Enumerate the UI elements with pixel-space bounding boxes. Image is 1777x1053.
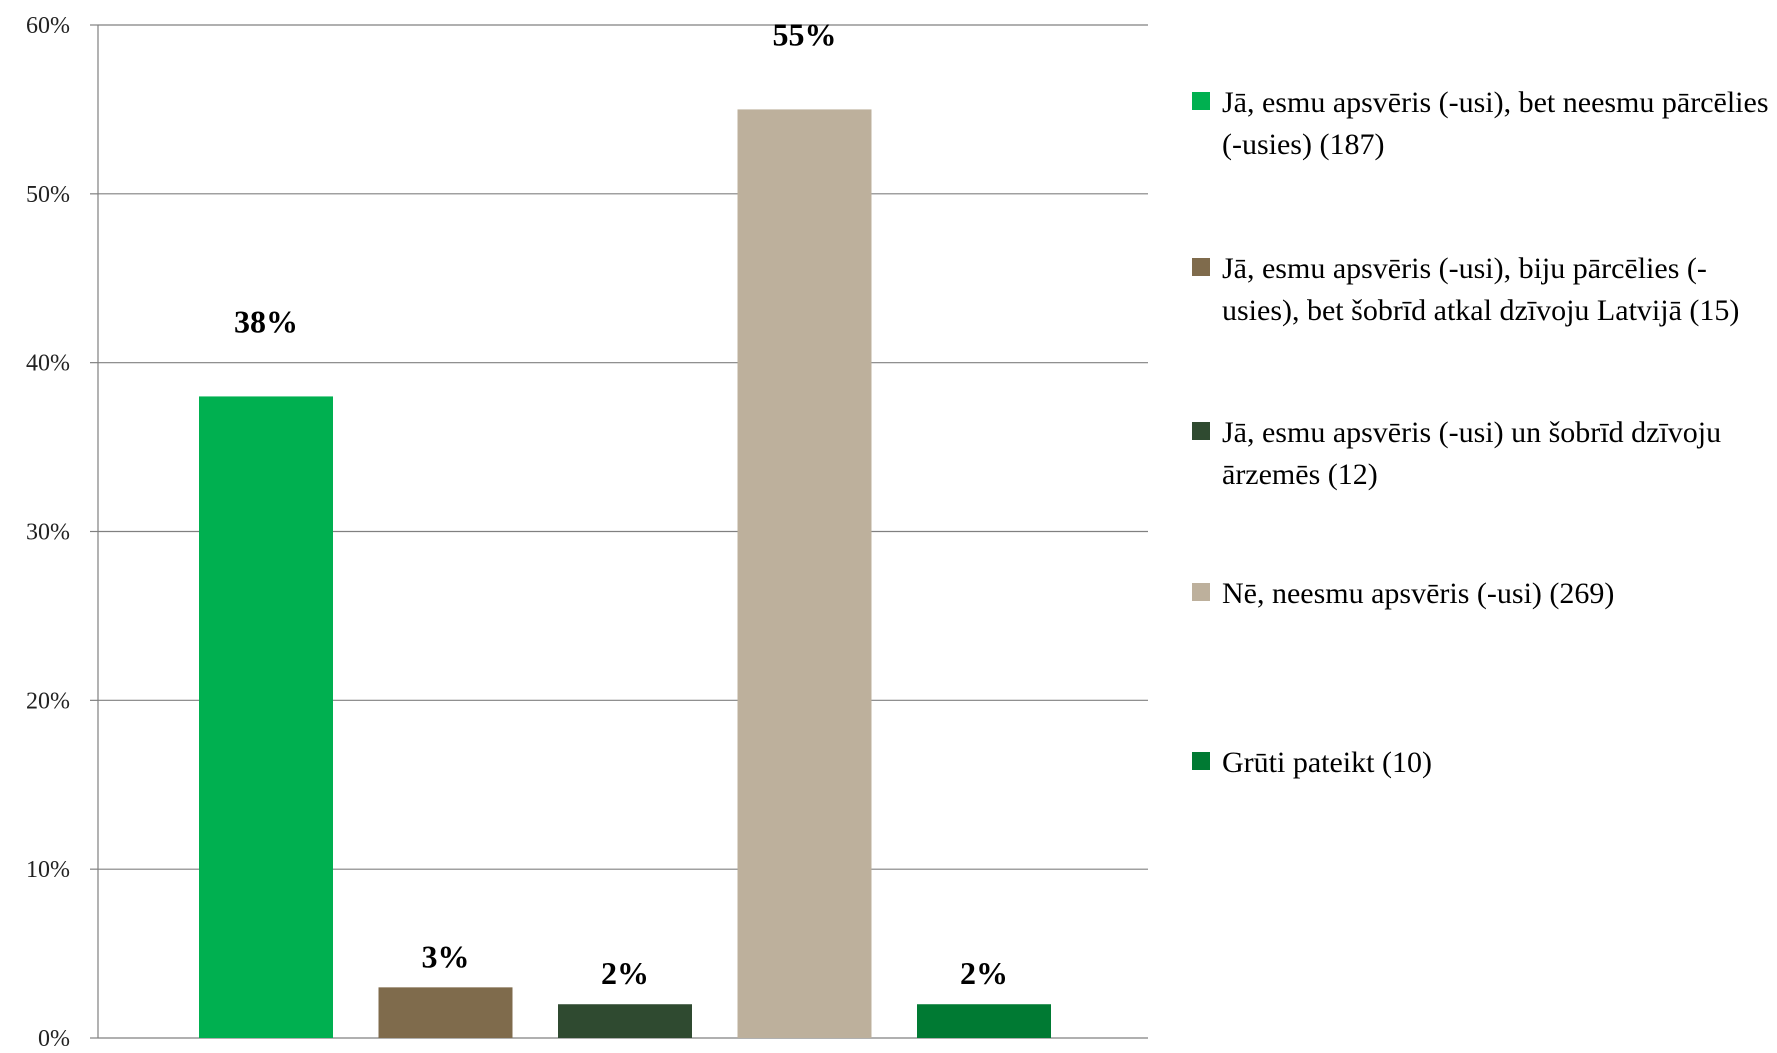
legend-label: Nē, neesmu apsvēris (-usi) (269) — [1222, 577, 1615, 610]
bars — [199, 109, 1051, 1038]
y-tick-label: 50% — [26, 182, 70, 208]
legend-swatch — [1192, 583, 1210, 601]
y-tick-label: 40% — [26, 351, 70, 377]
data-label: 2% — [601, 955, 649, 991]
data-labels: 38% 3% 2% 55% 2% — [234, 16, 1008, 991]
legend-item: Jā, esmu apsvēris (-usi) un šobrīd dzīvo… — [1192, 412, 1777, 496]
bar — [558, 1004, 692, 1038]
bar — [199, 396, 333, 1038]
legend-swatch — [1192, 422, 1210, 440]
data-label: 38% — [234, 303, 298, 339]
bar — [378, 987, 513, 1038]
legend-label: Jā, esmu apsvēris (-usi) un šobrīd dzīvo… — [1222, 416, 1722, 491]
y-tick-label: 60% — [26, 13, 70, 39]
y-tick-label: 10% — [26, 857, 70, 883]
legend-swatch — [1192, 92, 1210, 110]
legend-item: Jā, esmu apsvēris (-usi), biju pārcēlies… — [1192, 248, 1777, 332]
y-tick-label: 0% — [38, 1026, 70, 1052]
y-axis-ticks: 0% 10% 20% 30% 40% 50% 60% — [26, 13, 70, 1052]
y-tick-label: 20% — [26, 688, 70, 714]
bar — [917, 1004, 1051, 1038]
legend-item: Jā, esmu apsvēris (-usi), bet neesmu pār… — [1192, 82, 1777, 166]
y-tick-label: 30% — [26, 520, 70, 546]
legend: Jā, esmu apsvēris (-usi), bet neesmu pār… — [1192, 0, 1772, 1053]
legend-label: Jā, esmu apsvēris (-usi), biju pārcēlies… — [1222, 252, 1740, 327]
data-label: 2% — [960, 955, 1008, 991]
legend-swatch — [1192, 752, 1210, 770]
legend-swatch — [1192, 258, 1210, 276]
bar-chart: 0% 10% 20% 30% 40% 50% 60% 38% 3% 2% 55% 2% — [26, 13, 1148, 1052]
legend-item: Grūti pateikt (10) — [1192, 742, 1777, 784]
data-label: 55% — [773, 16, 837, 52]
legend-item: Nē, neesmu apsvēris (-usi) (269) — [1192, 573, 1777, 615]
legend-label: Grūti pateikt (10) — [1222, 746, 1432, 779]
data-label: 3% — [422, 938, 470, 974]
bar — [737, 109, 872, 1038]
legend-label: Jā, esmu apsvēris (-usi), bet neesmu pār… — [1222, 86, 1769, 161]
